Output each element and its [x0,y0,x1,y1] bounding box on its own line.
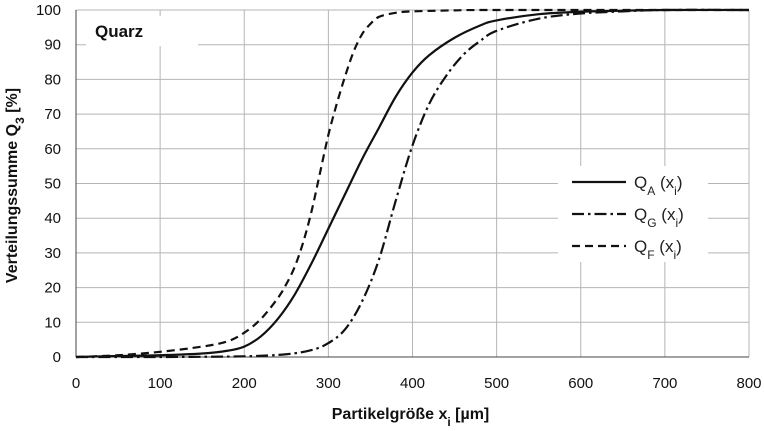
x-tick-label: 700 [652,375,677,392]
y-tick-label: 20 [44,280,61,297]
y-tick-label: 70 [44,106,61,123]
label-layer: Partikelgröße xi [µm] Verteilungssumme Q3… [4,16,489,429]
x-tick-label: 600 [568,375,593,392]
y-tick-label: 10 [44,314,61,331]
series-line-g [75,8,750,359]
y-tick-label: 80 [44,71,61,88]
y-tick-label: 0 [53,349,61,366]
x-tick-label: 800 [736,375,761,392]
y-tick-label: 50 [44,176,61,193]
legend: QA (xi) QG (xi) QF (xi) [558,166,708,262]
panel-label: Quarz [95,22,143,41]
x-axis-title: Partikelgröße xi [µm] [332,406,490,429]
y-axis-title: Verteilungssumme Q3 [%] [4,88,27,283]
y-tick-label: 60 [44,141,61,158]
legend-label: QA (xi) [634,173,682,198]
y-tick-label: 90 [44,37,61,54]
axis-layer: 0 100 200 300 400 500 600 700 800 0 10 20 30 40 50 60 70… [36,2,762,392]
y-tick-label: 100 [36,2,61,19]
x-tick-label: 200 [232,375,257,392]
series-layer [75,8,750,359]
y-tick-label: 30 [44,245,61,262]
x-tick-label: 500 [484,375,509,392]
x-tick-label: 100 [148,375,173,392]
legend-label: QF (xi) [634,237,682,262]
y-tick-label: 40 [44,210,61,227]
x-tick-label: 0 [72,375,80,392]
series-line-a [75,8,750,359]
panel-label-background [86,16,198,46]
x-tick-label: 400 [400,375,425,392]
x-tick-label: 300 [316,375,341,392]
legend-label: QG (xi) [634,205,684,230]
